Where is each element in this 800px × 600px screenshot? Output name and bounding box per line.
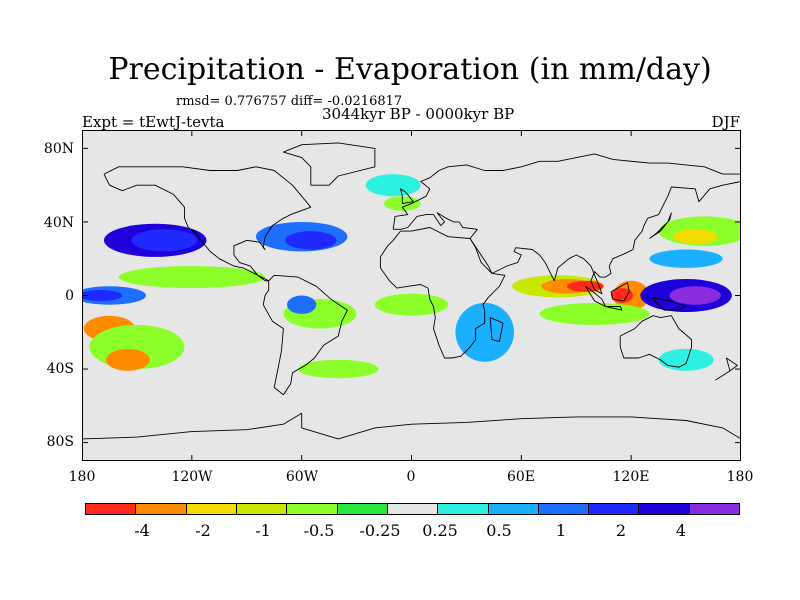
lon-label-180e: 180	[726, 469, 754, 485]
colorbar-swatch	[287, 504, 338, 514]
lat-label-40n: 40N	[43, 215, 74, 231]
colorbar-label: -0.5	[303, 521, 335, 540]
colorbar-swatch	[589, 504, 640, 514]
field-region	[131, 229, 198, 252]
coastline	[392, 153, 741, 295]
colorbar-swatch	[538, 504, 590, 514]
field-region	[82, 289, 123, 302]
lon-label-180w: 180	[68, 469, 96, 485]
coastline	[82, 412, 741, 440]
field-region	[649, 249, 723, 268]
colorbar-swatch	[86, 504, 137, 514]
colorbar-label: -1	[255, 521, 271, 540]
tick-layer	[82, 130, 741, 461]
colorbar-label: 0.25	[422, 521, 458, 540]
field-region	[611, 288, 633, 303]
lon-label-120e: 120E	[612, 469, 650, 485]
coastline	[489, 317, 504, 342]
colorbar-swatch	[186, 504, 237, 514]
season-label: DJF	[711, 113, 740, 131]
field-region	[374, 293, 449, 316]
colorbar-label: 0.5	[486, 521, 512, 540]
field-region	[118, 266, 266, 289]
colorbar-label: 4	[675, 521, 687, 540]
field-region	[673, 229, 718, 245]
colorbar-swatch	[337, 504, 388, 514]
coastline-layer	[82, 142, 741, 440]
lon-label-60w: 60W	[285, 469, 319, 485]
experiment-label: Expt = tEwtJ-tevta	[82, 113, 225, 131]
coastline	[649, 212, 672, 239]
lon-label-0: 0	[406, 469, 416, 485]
colorbar-swatch	[136, 504, 187, 514]
colorbar-swatch	[236, 504, 288, 514]
field-region	[539, 302, 650, 325]
coastline	[619, 315, 693, 368]
field-region	[287, 295, 317, 314]
lon-label-60e: 60E	[506, 469, 536, 485]
colorbar-label: 1	[555, 521, 567, 540]
field-region	[658, 348, 714, 371]
colorbar	[85, 503, 740, 515]
colorbar-swatch	[639, 504, 690, 514]
lat-label-80s: 80S	[46, 434, 74, 450]
lon-label-120w: 120W	[171, 469, 213, 485]
lat-label-0: 0	[65, 288, 74, 304]
colorbar-label: -0.25	[359, 521, 401, 540]
field-region	[285, 231, 337, 250]
colorbar-swatch	[438, 504, 489, 514]
field-region	[669, 286, 721, 305]
coastline	[605, 306, 623, 311]
colorbar-swatch	[689, 504, 740, 514]
field-region	[105, 348, 150, 371]
lat-label-80n: 80N	[43, 141, 74, 157]
coastline	[282, 142, 376, 186]
colorbar-label: 2	[615, 521, 627, 540]
coastline	[379, 227, 506, 359]
colorbar-swatch	[488, 504, 539, 514]
coastline	[585, 285, 606, 307]
world-map	[82, 130, 741, 461]
lat-label-40s: 40S	[46, 361, 74, 377]
field-layer	[82, 174, 741, 379]
field-region	[365, 174, 421, 197]
coastline	[715, 357, 738, 381]
field-region	[298, 359, 379, 379]
colorbar-swatch	[387, 504, 439, 514]
coastline	[610, 282, 630, 302]
stats-text: rmsd= 0.776757 diff= -0.0216817	[176, 94, 403, 109]
coastline	[400, 188, 414, 205]
coastline	[650, 296, 687, 311]
colorbar-label: -2	[195, 521, 211, 540]
coastline	[103, 166, 348, 396]
plot-title: Precipitation - Evaporation (in mm/day)	[108, 52, 712, 87]
period-label: 3044kyr BP - 0000kyr BP	[322, 105, 515, 123]
colorbar-label: -4	[134, 521, 150, 540]
